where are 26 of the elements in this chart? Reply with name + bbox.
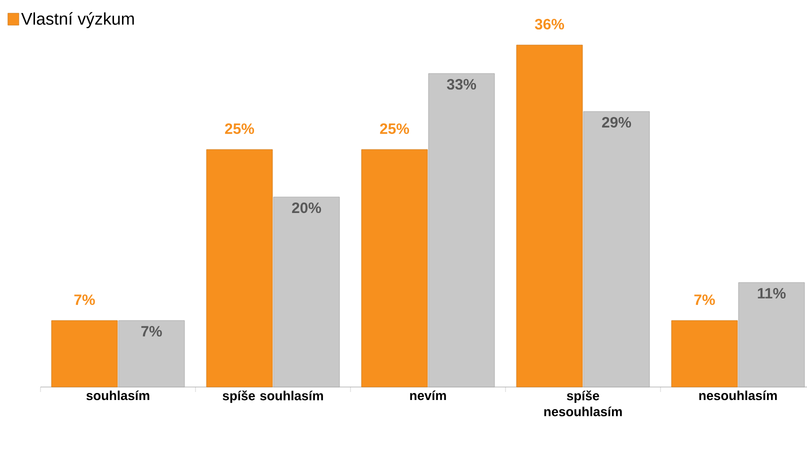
bar	[671, 320, 738, 388]
data-label: 25%	[225, 123, 254, 134]
data-label: 33%	[446, 79, 476, 90]
x-tick-label: nesouhlasím	[699, 390, 777, 400]
legend-label: Vlastní výzkum	[21, 12, 134, 28]
bar	[118, 320, 185, 388]
data-label: 7%	[694, 294, 715, 305]
x-tick-label: spíše souhlasím	[222, 390, 323, 403]
data-label: 11%	[758, 288, 786, 299]
x-tick-label: souhlasím	[86, 390, 150, 400]
data-label: 20%	[292, 202, 322, 214]
bar	[206, 149, 273, 388]
data-label: 25%	[380, 123, 410, 134]
bar	[361, 149, 428, 388]
x-tick-label: nevím	[410, 390, 446, 400]
x-tick-label: spíše nesouhlasím	[544, 390, 622, 416]
bar	[738, 282, 805, 388]
bar	[583, 111, 650, 388]
bar	[428, 73, 495, 388]
bar	[516, 44, 583, 388]
data-label: 7%	[141, 326, 162, 337]
bar	[51, 320, 118, 388]
data-label: 7%	[74, 294, 95, 305]
data-label: 29%	[602, 117, 632, 128]
bar	[273, 196, 340, 388]
data-label: 36%	[534, 18, 564, 30]
